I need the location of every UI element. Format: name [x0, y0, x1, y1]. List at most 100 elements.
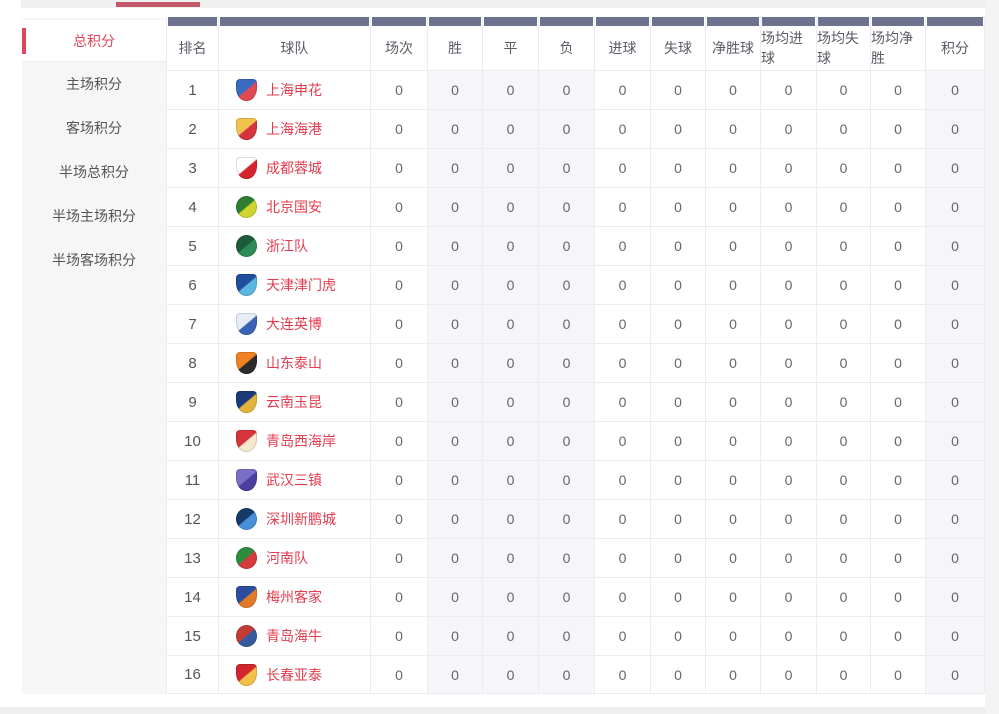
team-name-link[interactable]: 梅州客家 [236, 586, 322, 608]
team-name-label: 上海海港 [266, 121, 322, 137]
team-name-link[interactable]: 云南玉昆 [236, 391, 322, 413]
stat-cell-win: 0 [427, 70, 482, 109]
team-name-link[interactable]: 北京国安 [236, 196, 322, 218]
stat-cell-draw: 0 [482, 538, 538, 577]
stat-cell-avg-goal-diff: 0 [870, 226, 925, 265]
team-name-link[interactable]: 天津津门虎 [236, 274, 336, 296]
team-name-link[interactable]: 山东泰山 [236, 352, 322, 374]
stat-cell-avg-goals-against: 0 [816, 148, 870, 187]
sidebar-item-away-points[interactable]: 客场积分 [22, 106, 166, 150]
stat-cell-avg-goal-diff: 0 [870, 187, 925, 226]
team-cell: 北京国安 [218, 187, 370, 226]
team-cell: 成都蓉城 [218, 148, 370, 187]
table-row: 15 青岛海牛 0 0 0 0 0 0 0 0 0 0 0 [166, 616, 985, 655]
stat-cell-goals-for: 0 [594, 655, 650, 694]
table-row: 6 天津津门虎 0 0 0 0 0 0 0 0 0 0 0 [166, 265, 985, 304]
team-cell: 山东泰山 [218, 343, 370, 382]
stat-cell-win: 0 [427, 577, 482, 616]
team-name-label: 河南队 [266, 550, 308, 566]
stat-cell-goals-against: 0 [650, 616, 705, 655]
team-name-label: 天津津门虎 [266, 277, 336, 293]
sidebar-item-home-points[interactable]: 主场积分 [22, 62, 166, 106]
stat-cell-avg-goals-for: 0 [760, 304, 816, 343]
scrollbar-track[interactable] [985, 0, 999, 714]
stat-cell-avg-goals-against: 0 [816, 382, 870, 421]
table-row: 16 长春亚泰 0 0 0 0 0 0 0 0 0 0 0 [166, 655, 985, 694]
stat-cell-avg-goal-diff: 0 [870, 616, 925, 655]
sidebar-item-half-total-points[interactable]: 半场总积分 [22, 150, 166, 194]
stat-cell-avg-goals-for: 0 [760, 616, 816, 655]
active-tab-underline [116, 2, 200, 7]
stat-cell-played: 0 [370, 109, 427, 148]
team-name-link[interactable]: 成都蓉城 [236, 157, 322, 179]
rank-cell: 3 [166, 148, 218, 187]
table-row: 9 云南玉昆 0 0 0 0 0 0 0 0 0 0 0 [166, 382, 985, 421]
team-name-label: 大连英博 [266, 316, 322, 332]
stat-cell-goals-against: 0 [650, 421, 705, 460]
stat-cell-win: 0 [427, 538, 482, 577]
stat-cell-goals-against: 0 [650, 460, 705, 499]
rank-cell: 9 [166, 382, 218, 421]
stat-cell-goals-for: 0 [594, 421, 650, 460]
stat-cell-loss: 0 [538, 382, 594, 421]
header-cell-points: 积分 [925, 17, 985, 70]
team-name-label: 青岛海牛 [266, 628, 322, 644]
rank-cell: 2 [166, 109, 218, 148]
stat-cell-loss: 0 [538, 616, 594, 655]
stat-cell-goals-for: 0 [594, 577, 650, 616]
stat-cell-draw: 0 [482, 460, 538, 499]
team-name-label: 浙江队 [266, 238, 308, 254]
stat-cell-loss: 0 [538, 304, 594, 343]
stat-cell-played: 0 [370, 421, 427, 460]
team-logo-icon [236, 663, 257, 686]
team-name-link[interactable]: 河南队 [236, 547, 308, 569]
team-name-link[interactable]: 上海申花 [236, 79, 322, 101]
header-cell-win: 胜 [427, 17, 482, 70]
stat-cell-goal-diff: 0 [705, 148, 760, 187]
stat-cell-win: 0 [427, 382, 482, 421]
stat-cell-avg-goal-diff: 0 [870, 304, 925, 343]
stat-cell-draw: 0 [482, 148, 538, 187]
team-name-label: 长春亚泰 [266, 666, 322, 683]
team-name-link[interactable]: 长春亚泰 [236, 663, 322, 686]
stat-cell-goals-against: 0 [650, 265, 705, 304]
team-name-label: 北京国安 [266, 199, 322, 215]
stat-cell-loss: 0 [538, 460, 594, 499]
team-name-link[interactable]: 青岛西海岸 [236, 430, 336, 452]
stat-cell-points: 0 [925, 265, 985, 304]
team-name-link[interactable]: 浙江队 [236, 235, 308, 257]
top-tab-strip [21, 0, 985, 8]
rank-cell: 15 [166, 616, 218, 655]
sidebar-item-half-away-points[interactable]: 半场客场积分 [22, 238, 166, 282]
stat-cell-avg-goal-diff: 0 [870, 109, 925, 148]
active-item-indicator [22, 28, 26, 54]
sidebar-item-total-points[interactable]: 总积分 [22, 20, 166, 62]
stat-cell-goal-diff: 0 [705, 577, 760, 616]
stat-cell-win: 0 [427, 148, 482, 187]
team-cell: 青岛海牛 [218, 616, 370, 655]
stat-cell-goal-diff: 0 [705, 499, 760, 538]
team-logo-icon [236, 586, 257, 608]
stat-cell-win: 0 [427, 655, 482, 694]
stat-cell-goal-diff: 0 [705, 343, 760, 382]
stat-cell-draw: 0 [482, 421, 538, 460]
stat-cell-goal-diff: 0 [705, 421, 760, 460]
table-row: 3 成都蓉城 0 0 0 0 0 0 0 0 0 0 0 [166, 148, 985, 187]
team-name-link[interactable]: 上海海港 [236, 118, 322, 140]
header-cell-avg-goal-diff: 场均净胜 [870, 17, 925, 70]
team-name-link[interactable]: 武汉三镇 [236, 469, 322, 491]
rank-cell: 16 [166, 655, 218, 694]
stat-cell-avg-goals-for: 0 [760, 577, 816, 616]
team-name-link[interactable]: 大连英博 [236, 313, 322, 335]
team-name-link[interactable]: 深圳新鹏城 [236, 508, 336, 530]
table-row: 7 大连英博 0 0 0 0 0 0 0 0 0 0 0 [166, 304, 985, 343]
sidebar-item-half-home-points[interactable]: 半场主场积分 [22, 194, 166, 238]
stat-cell-avg-goals-against: 0 [816, 538, 870, 577]
stat-cell-goals-against: 0 [650, 499, 705, 538]
team-name-link[interactable]: 青岛海牛 [236, 625, 322, 647]
stat-cell-win: 0 [427, 109, 482, 148]
stat-cell-avg-goals-for: 0 [760, 226, 816, 265]
sidebar-item-label: 半场主场积分 [52, 208, 136, 224]
rank-cell: 1 [166, 70, 218, 109]
team-cell: 深圳新鹏城 [218, 499, 370, 538]
